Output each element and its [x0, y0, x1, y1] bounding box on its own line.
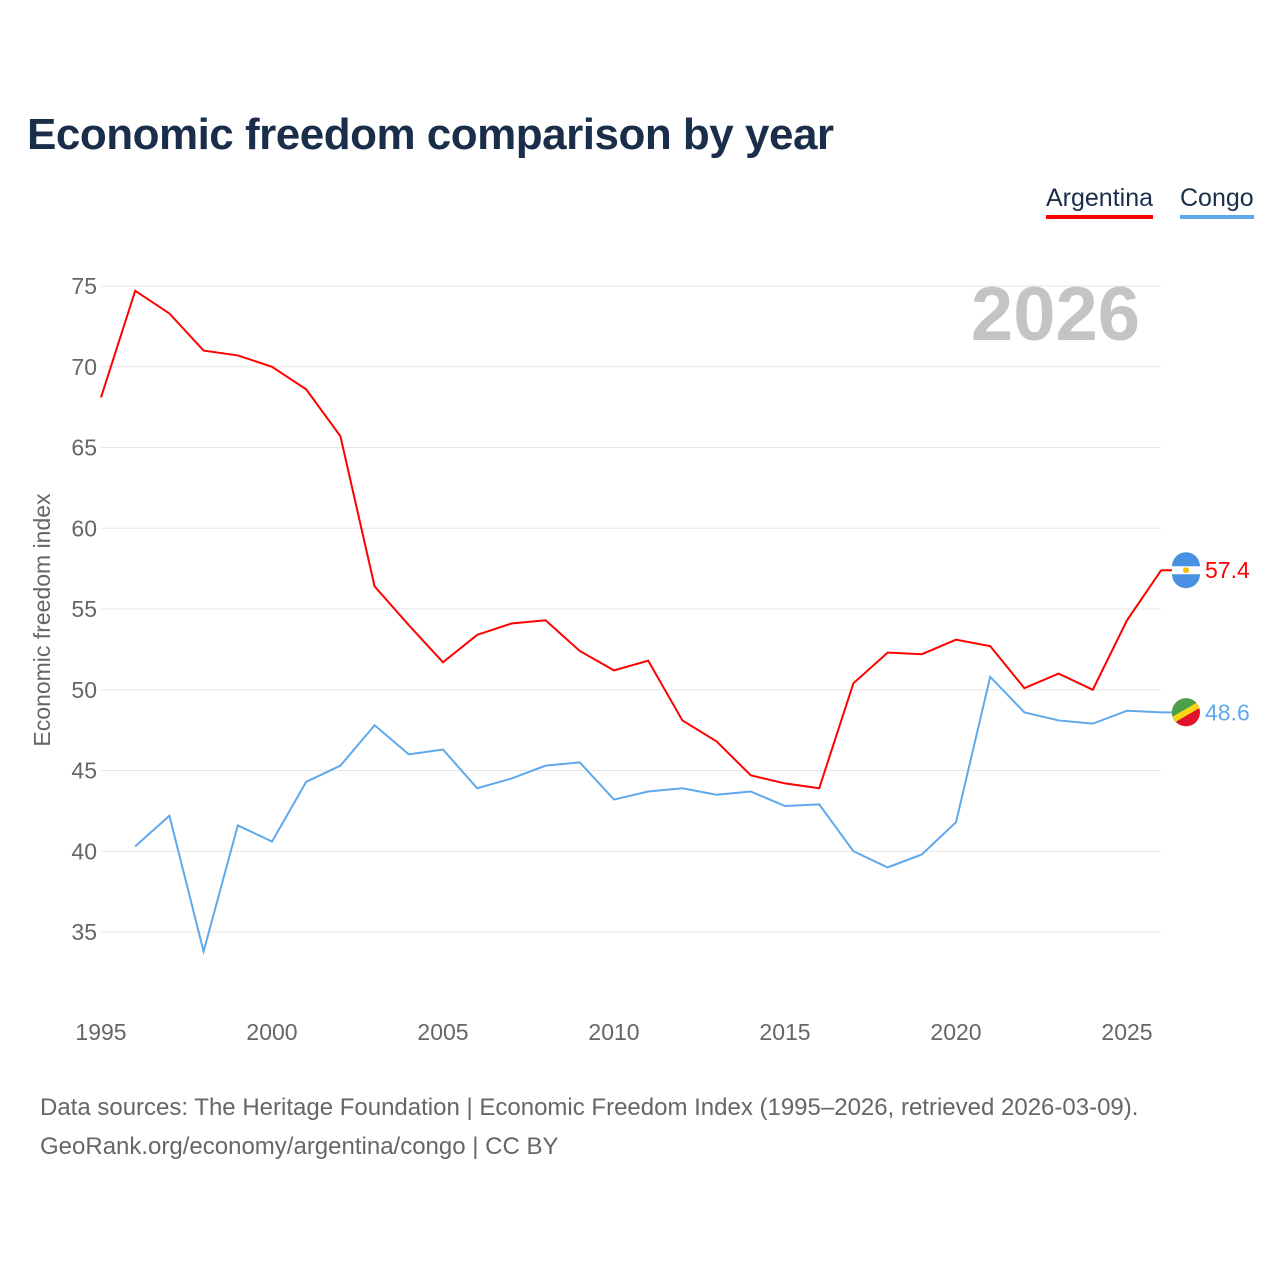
congo-flag-icon [1171, 698, 1200, 727]
series-line-argentina [100, 289, 1163, 790]
legend-argentina[interactable]: Argentina [1046, 184, 1154, 219]
y-tick-label: 60 [71, 515, 97, 541]
x-tick-label: 1995 [75, 1019, 126, 1045]
end-value-label: 57.4 [1205, 557, 1250, 583]
end-value-label: 48.6 [1205, 699, 1250, 725]
year-watermark: 2026 [971, 272, 1140, 357]
y-tick-label: 55 [71, 596, 97, 622]
x-tick-label: 2015 [759, 1019, 810, 1045]
x-tick-label: 2010 [588, 1019, 639, 1045]
x-tick-label: 2020 [930, 1019, 981, 1045]
argentina-flag-icon [1172, 552, 1200, 589]
y-tick-label: 50 [71, 677, 97, 703]
footer: Data sources: The Heritage Foundation | … [40, 1088, 1138, 1166]
footer-sources: Data sources: The Heritage Foundation | … [40, 1094, 1139, 1121]
y-tick-label: 75 [71, 273, 97, 299]
y-tick-label: 45 [71, 758, 97, 784]
y-tick-label: 65 [71, 435, 97, 461]
chart-title: Economic freedom comparison by year [27, 110, 834, 159]
legend-congo[interactable]: Congo [1180, 184, 1254, 219]
x-tick-label: 2005 [417, 1019, 468, 1045]
x-tick-label: 2025 [1101, 1019, 1152, 1045]
series-line-congo [134, 674, 1162, 956]
y-tick-label: 35 [71, 919, 97, 945]
x-tick-label: 2000 [246, 1019, 297, 1045]
y-tick-label: 40 [71, 838, 97, 864]
footer-credit: GeoRank.org/economy/argentina/congo | CC… [40, 1133, 559, 1160]
y-tick-label: 70 [71, 354, 97, 380]
y-axis-label: Economic freedom index [29, 493, 55, 747]
